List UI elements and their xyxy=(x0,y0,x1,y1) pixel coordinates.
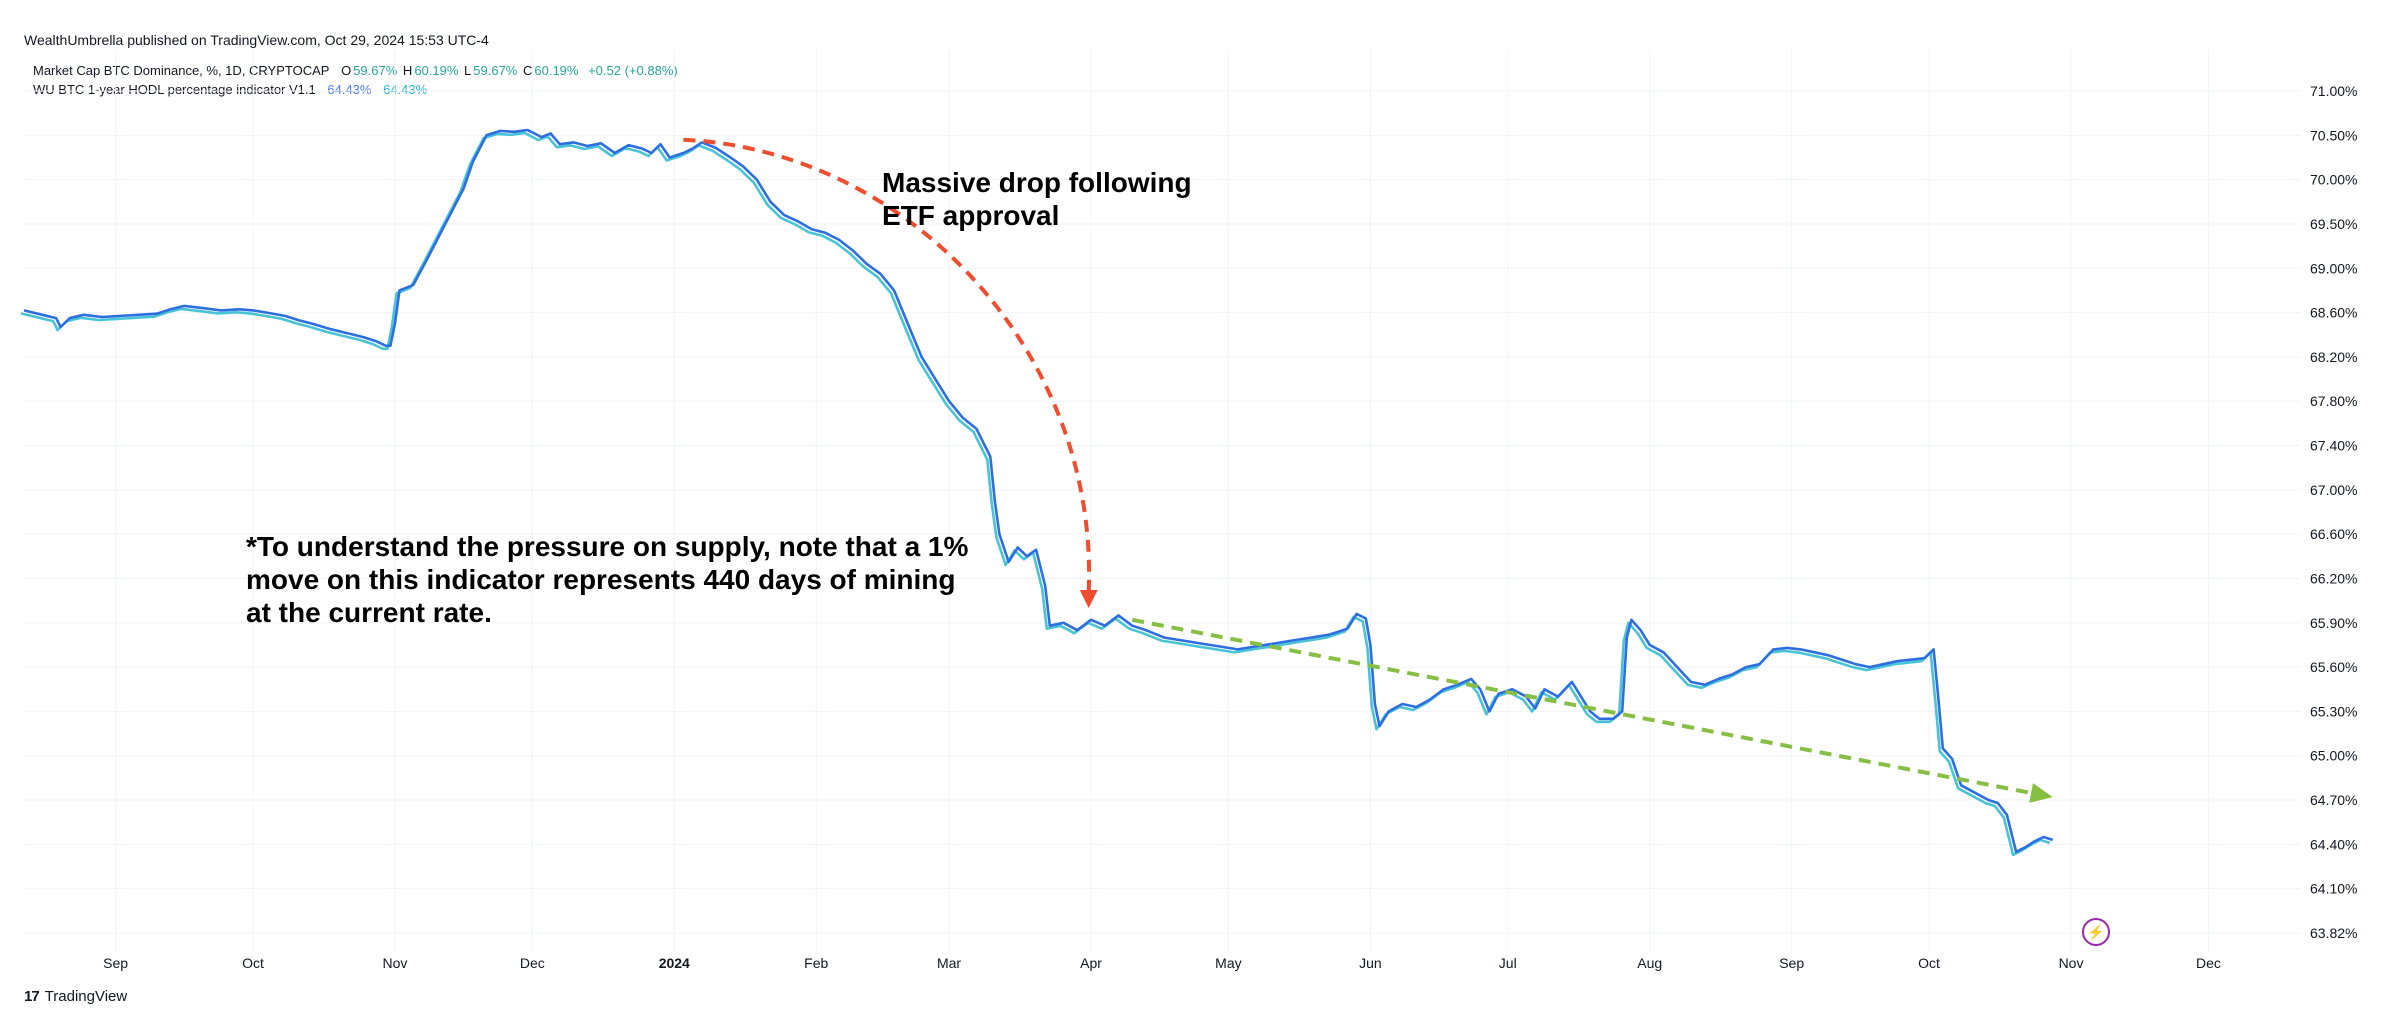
x-tick-label: Dec xyxy=(2196,955,2221,971)
supply-note: *To understand the pressure on supply, n… xyxy=(246,530,1006,629)
annotation-arrows xyxy=(683,137,2053,803)
tradingview-logo-icon: 17 xyxy=(24,988,40,1005)
green-arrow-head xyxy=(2029,783,2053,803)
y-tick-label: 71.00% xyxy=(2310,83,2357,99)
supply-note-line: move on this indicator represents 440 da… xyxy=(246,564,956,595)
series-line-hodl-primary xyxy=(23,128,2054,854)
legend-high-value: 60.19% xyxy=(414,63,459,78)
green-trend-arrow xyxy=(1131,617,2032,795)
supply-note-line: at the current rate. xyxy=(246,597,492,628)
x-tick-label: Feb xyxy=(804,955,828,971)
y-tick-label: 66.20% xyxy=(2310,570,2357,586)
grid xyxy=(24,50,2300,952)
y-axis: 63.82% 64.10% 64.40% 64.70% 65.00% 65.30% 65.6… xyxy=(2310,83,2357,941)
y-tick-label: 67.00% xyxy=(2310,482,2357,498)
x-tick-label: Apr xyxy=(1080,955,1102,971)
x-tick-label: Jul xyxy=(1499,955,1517,971)
series-line-hodl-secondary xyxy=(20,131,2051,857)
x-tick-label: May xyxy=(1215,955,1241,971)
legend-open-key: O xyxy=(341,63,352,78)
series-group xyxy=(20,128,2054,857)
legend-series-hodl[interactable]: WU BTC 1-year HODL percentage indicator … xyxy=(33,82,429,97)
y-tick-label: 69.00% xyxy=(2310,260,2357,276)
legend-label: WU BTC 1-year HODL percentage indicator … xyxy=(33,82,316,97)
brand-label: TradingView xyxy=(44,988,128,1005)
y-tick-label: 65.00% xyxy=(2310,748,2357,764)
x-tick-label: 2024 xyxy=(659,955,690,971)
legend-close-key: C xyxy=(522,63,533,78)
legend-value-secondary: 64.43% xyxy=(383,82,428,97)
x-tick-label: Aug xyxy=(1637,955,1662,971)
x-tick-label: Nov xyxy=(2059,955,2084,971)
y-tick-label: 65.30% xyxy=(2310,703,2357,719)
etf-annotation-line: ETF approval xyxy=(882,200,1060,231)
red-arrow-head xyxy=(1079,590,1098,609)
legend-change: +0.52 (+0.88%) xyxy=(588,63,678,78)
legend-open-value: 59.67% xyxy=(353,63,398,78)
x-tick-label: Oct xyxy=(242,955,264,971)
tradingview-brand[interactable]: 17 TradingView xyxy=(24,988,127,1005)
y-tick-label: 68.60% xyxy=(2310,305,2357,321)
x-tick-label: Mar xyxy=(937,955,961,971)
x-tick-label: Nov xyxy=(382,955,407,971)
x-tick-label: Oct xyxy=(1918,955,1940,971)
y-tick-label: 64.70% xyxy=(2310,792,2357,808)
y-tick-label: 65.60% xyxy=(2310,659,2357,675)
y-tick-label: 66.60% xyxy=(2310,526,2357,542)
y-tick-label: 68.20% xyxy=(2310,349,2357,365)
y-tick-label: 67.40% xyxy=(2310,438,2357,454)
supply-note-line: *To understand the pressure on supply, n… xyxy=(246,531,969,562)
publisher-info: WealthUmbrella published on TradingView.… xyxy=(24,32,489,48)
etf-annotation: Massive drop following ETF approval xyxy=(882,166,1302,232)
etf-annotation-line: Massive drop following xyxy=(882,167,1192,198)
x-tick-label: Sep xyxy=(1779,955,1804,971)
legend-series-dominance[interactable]: Market Cap BTC Dominance, %, 1D, CRYPTOC… xyxy=(33,63,680,78)
snapshot-icon[interactable]: ⚡ xyxy=(2082,918,2110,946)
x-axis: Sep Oct Nov Dec 2024 Feb Mar Apr May Jun Jul Aug Sep… xyxy=(103,955,2221,971)
legend-low-value: 59.67% xyxy=(473,63,518,78)
legend-label: Market Cap BTC Dominance, %, 1D, CRYPTOC… xyxy=(33,63,330,78)
y-tick-label: 69.50% xyxy=(2310,216,2357,232)
x-tick-label: Sep xyxy=(103,955,128,971)
y-tick-label: 70.00% xyxy=(2310,172,2357,188)
y-tick-label: 67.80% xyxy=(2310,393,2357,409)
x-tick-label: Dec xyxy=(520,955,545,971)
x-tick-label: Jun xyxy=(1359,955,1382,971)
legend-low-key: L xyxy=(464,63,472,78)
y-tick-label: 70.50% xyxy=(2310,127,2357,143)
legend-value-primary: 64.43% xyxy=(327,82,372,97)
y-tick-label: 64.10% xyxy=(2310,881,2357,897)
y-tick-label: 64.40% xyxy=(2310,836,2357,852)
y-tick-label: 65.90% xyxy=(2310,615,2357,631)
legend-close-value: 60.19% xyxy=(534,63,579,78)
legend-high-key: H xyxy=(402,63,413,78)
red-drop-arrow xyxy=(683,137,1092,593)
y-tick-label: 63.82% xyxy=(2310,925,2357,941)
